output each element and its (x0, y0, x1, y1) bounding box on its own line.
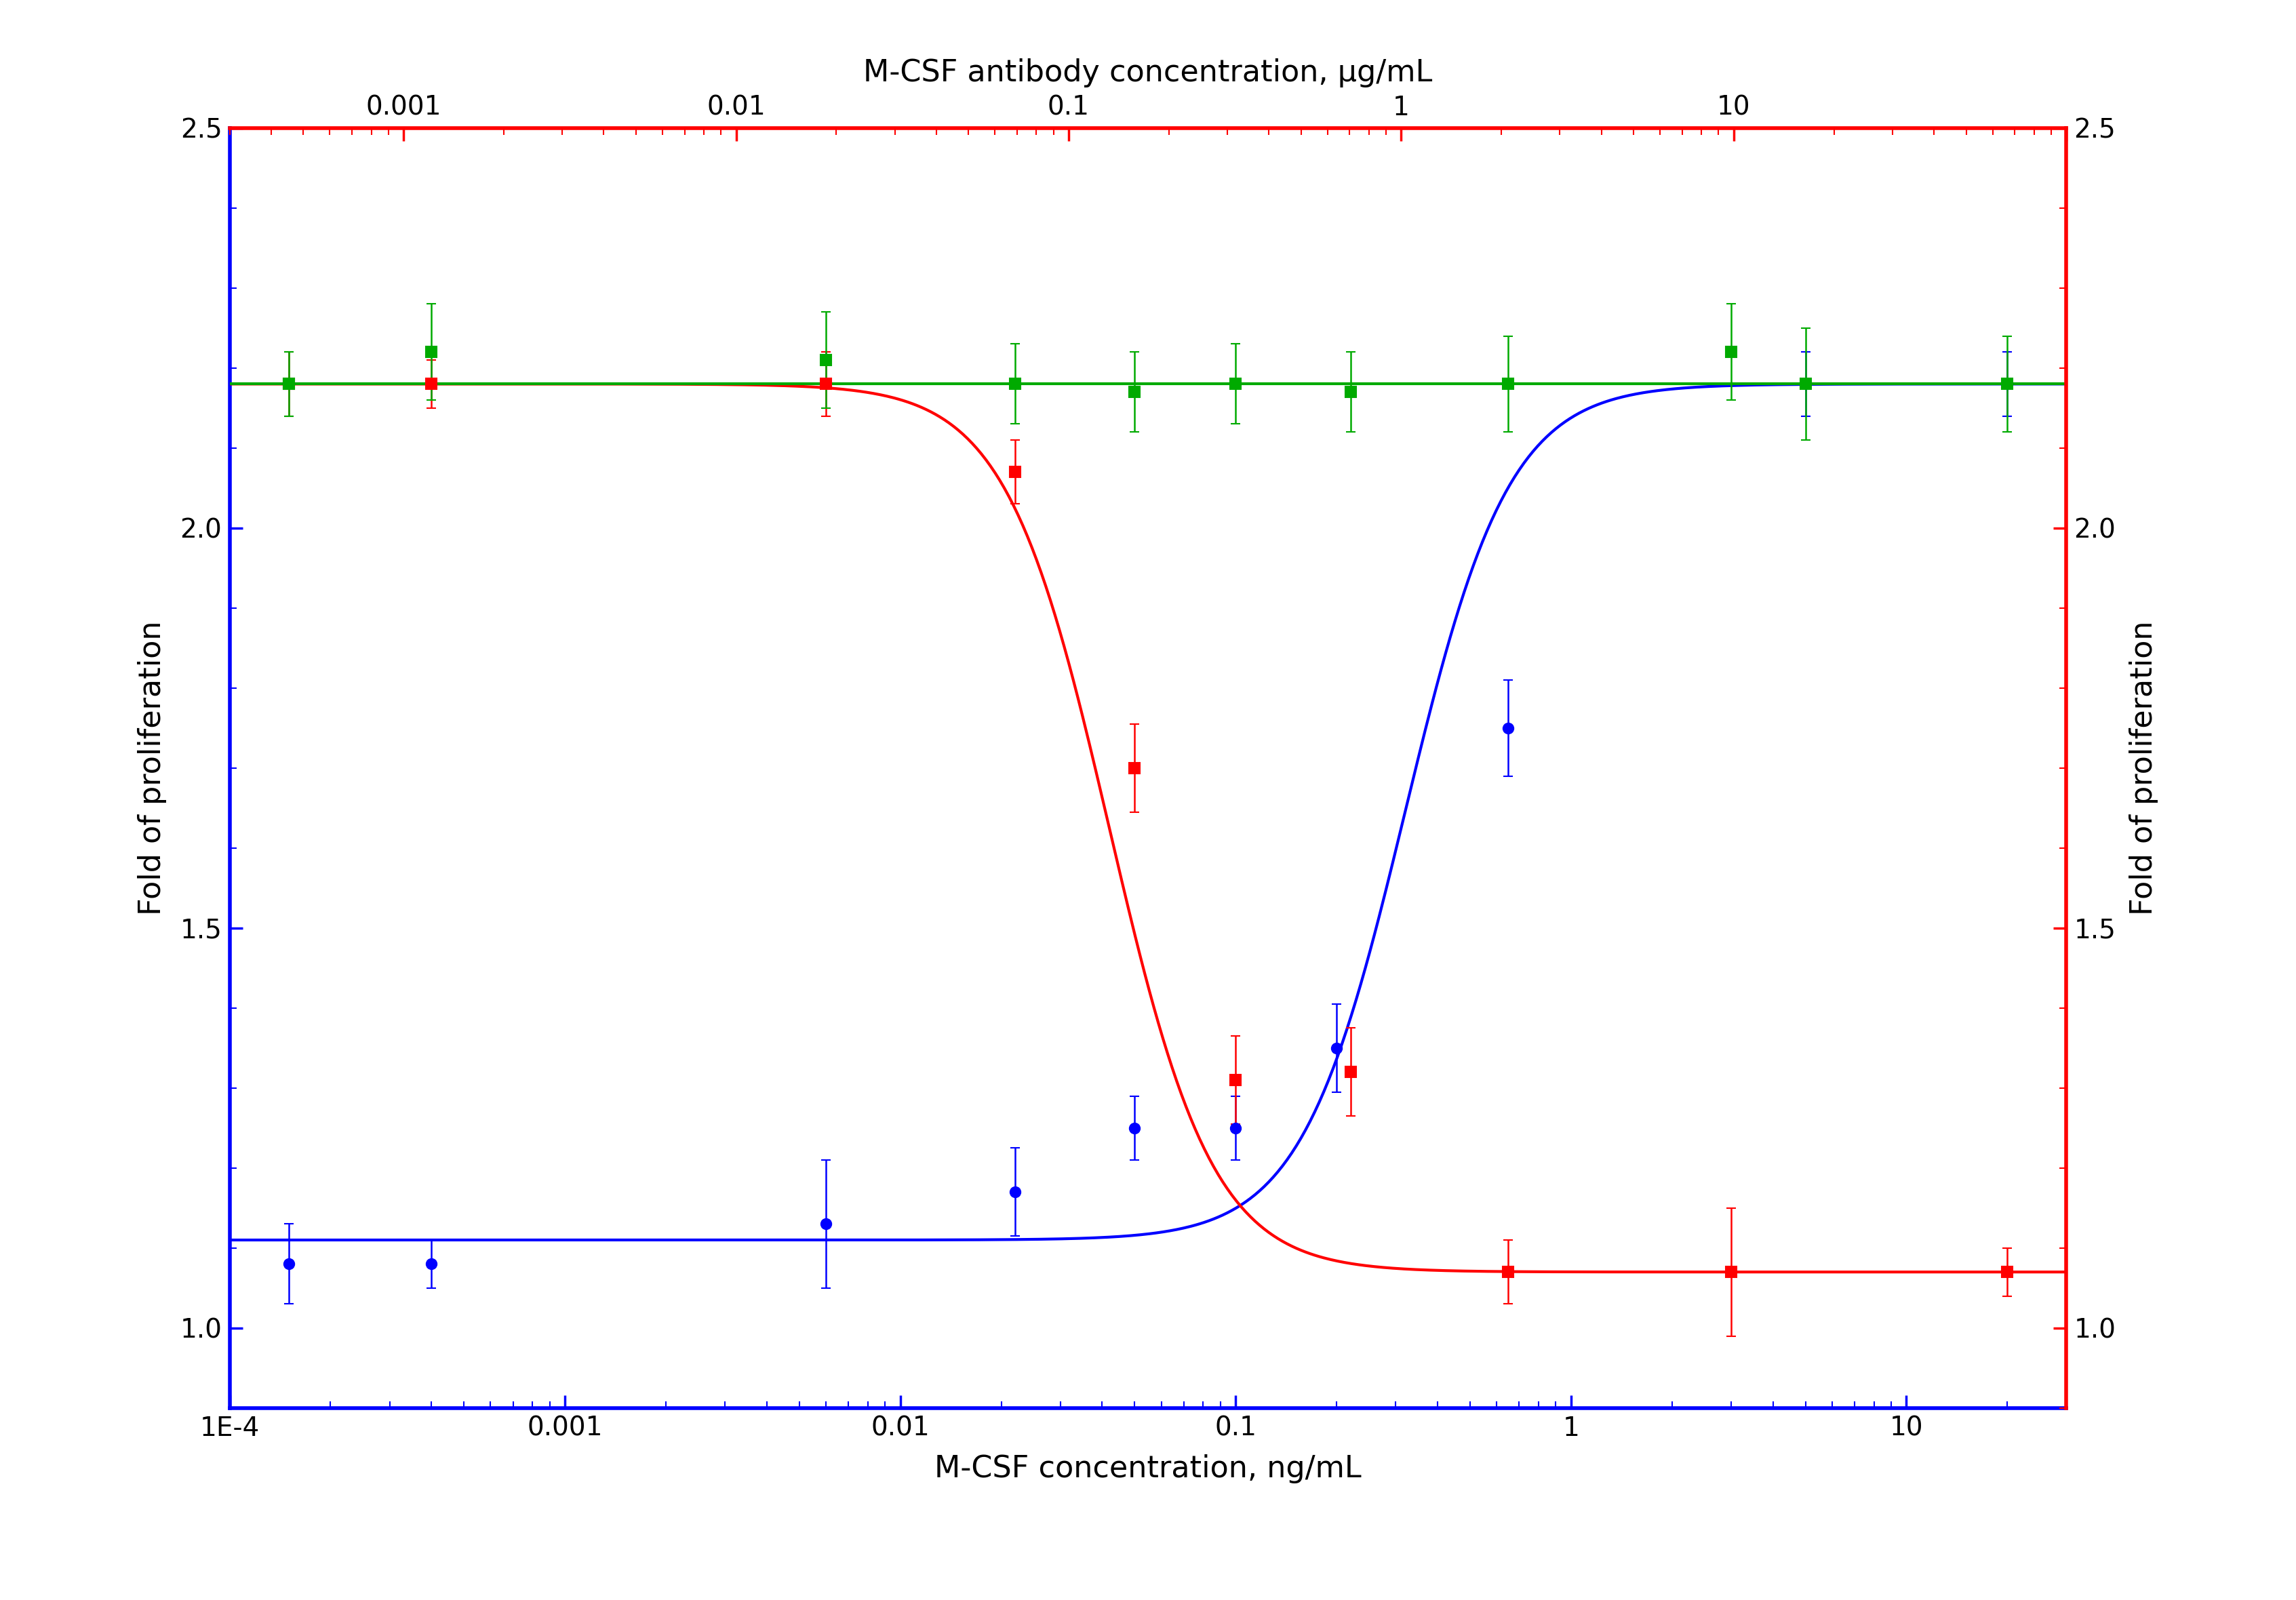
X-axis label: M-CSF concentration, ng/mL: M-CSF concentration, ng/mL (934, 1454, 1362, 1483)
Y-axis label: Fold of proliferation: Fold of proliferation (2128, 621, 2158, 915)
Y-axis label: Fold of proliferation: Fold of proliferation (138, 621, 168, 915)
X-axis label: M-CSF antibody concentration, μg/mL: M-CSF antibody concentration, μg/mL (863, 59, 1433, 88)
